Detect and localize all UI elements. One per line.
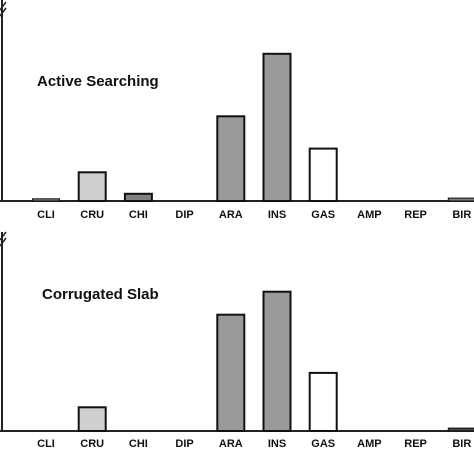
bar-ara — [216, 115, 246, 202]
bar-cru — [77, 171, 107, 203]
x-tick-label-rep: REP — [404, 209, 427, 221]
x-tick-label-rep: REP — [404, 438, 427, 450]
x-tick-labels: CLI CRU CHI DIP ARA INS GAS AMP REP BIR — [37, 209, 471, 221]
x-tick-label-chi: CHI — [129, 438, 148, 450]
panel-title: Corrugated Slab — [42, 286, 159, 303]
bar-bir — [447, 197, 474, 202]
x-tick-label-bir: BIR — [452, 209, 471, 221]
x-tick-label-cli: CLI — [37, 438, 55, 450]
bars — [77, 290, 474, 433]
bar-cli — [32, 198, 60, 202]
x-tick-label-amp: AMP — [357, 438, 381, 450]
x-tick-label-cru: CRU — [80, 438, 104, 450]
x-tick-label-ara: ARA — [219, 438, 243, 450]
bars — [32, 52, 474, 203]
x-tick-label-gas: GAS — [311, 209, 335, 221]
x-tick-label-dip: DIP — [175, 209, 193, 221]
x-tick-label-cli: CLI — [37, 209, 55, 221]
bar-ins — [262, 290, 292, 433]
x-tick-label-gas: GAS — [311, 438, 335, 450]
panel-corrugated-slab: Corrugated Slab CLI CRU CHI DIP ARA INS GAS AMP… — [0, 231, 474, 450]
x-tick-label-cru: CRU — [80, 209, 104, 221]
bar-cru — [77, 406, 107, 432]
x-tick-label-ara: ARA — [219, 209, 243, 221]
x-tick-label-ins: INS — [268, 209, 286, 221]
bar-gas — [308, 147, 338, 203]
bar-chi — [123, 192, 153, 203]
x-tick-label-bir: BIR — [452, 438, 471, 450]
x-tick-label-dip: DIP — [175, 438, 193, 450]
bar-gas — [308, 371, 338, 432]
x-tick-label-ins: INS — [268, 438, 286, 450]
bar-ins — [262, 52, 292, 202]
bar-ara — [216, 313, 246, 433]
axis-break-icon — [0, 1, 7, 17]
bar-bir — [447, 427, 474, 432]
x-tick-labels: CLI CRU CHI DIP ARA INS GAS AMP REP BIR — [37, 438, 471, 450]
x-tick-label-chi: CHI — [129, 209, 148, 221]
panel-active-searching: Active Searching CLI CRU CHI DIP ARA INS GAS AM… — [0, 0, 474, 221]
x-tick-label-amp: AMP — [357, 209, 381, 221]
panel-title: Active Searching — [37, 73, 159, 90]
